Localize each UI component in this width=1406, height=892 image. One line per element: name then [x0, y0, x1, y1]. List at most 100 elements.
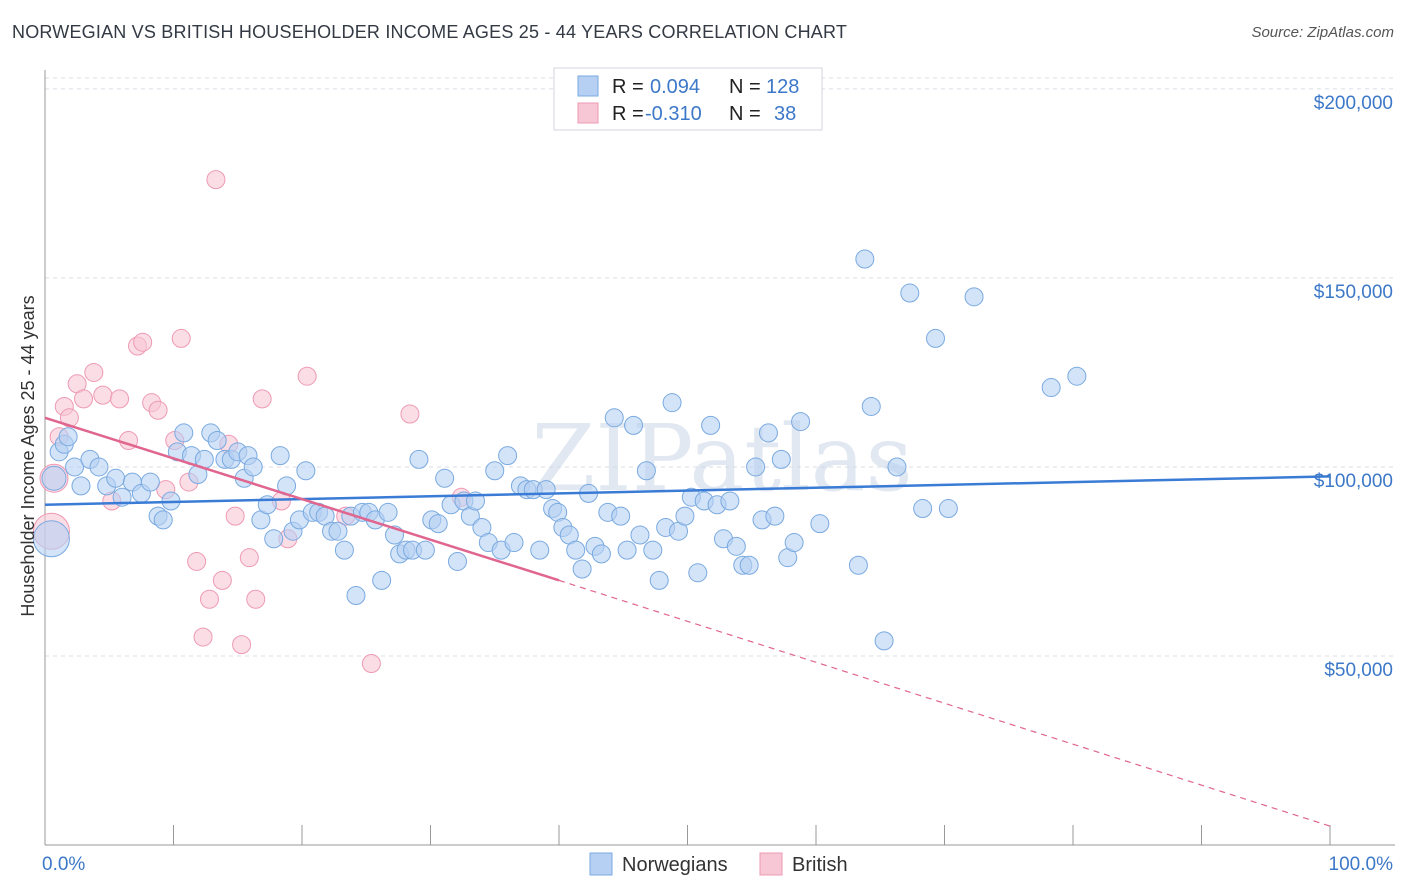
- british-point: [212, 570, 232, 590]
- bottom-legend-swatch-british: [759, 852, 783, 876]
- bottom-legend: Norwegians British: [589, 852, 848, 876]
- norwegian-point: [624, 415, 644, 435]
- norwegian-point: [41, 465, 67, 491]
- x-tick-label-min: 0.0%: [42, 854, 85, 875]
- british-point: [133, 332, 153, 352]
- norwegian-point: [701, 415, 721, 435]
- british-point: [297, 366, 317, 386]
- norwegian-point: [938, 499, 958, 519]
- y-axis-title: Householder Income Ages 25 - 44 years: [18, 295, 38, 616]
- norwegian-point: [726, 536, 746, 556]
- norwegian-point: [65, 457, 85, 477]
- trend-lines: [44, 416, 1331, 827]
- norwegian-point: [739, 555, 759, 575]
- british-point: [199, 589, 219, 609]
- norwegian-point: [675, 506, 695, 526]
- norwegian-point: [153, 510, 173, 530]
- axes: [44, 70, 1395, 846]
- norwegian-point: [926, 328, 946, 348]
- norwegian-point: [720, 491, 740, 511]
- norwegian-point: [504, 533, 524, 553]
- norwegian-point: [89, 457, 109, 477]
- bottom-legend-label-british: British: [792, 854, 848, 876]
- british-point: [187, 551, 207, 571]
- norwegian-point: [791, 412, 811, 432]
- british-point: [206, 170, 226, 190]
- legend-r-value-british: -0.310: [645, 103, 702, 125]
- norwegian-point: [591, 544, 611, 564]
- norwegian-point: [1041, 378, 1061, 398]
- y-tick-label: $50,000: [1324, 660, 1393, 681]
- norwegian-point: [874, 631, 894, 651]
- norwegian-point: [855, 249, 875, 269]
- british-point: [193, 627, 213, 647]
- norwegian-point: [784, 533, 804, 553]
- stats-legend: R = 0.094 N = 128 R = -0.310 N = 38: [553, 67, 823, 131]
- y-tick-label: $150,000: [1314, 282, 1393, 303]
- bottom-legend-label-norwegians: Norwegians: [622, 854, 728, 876]
- norwegian-point: [415, 540, 435, 560]
- norwegian-point: [611, 506, 631, 526]
- norwegian-point: [604, 408, 624, 428]
- british-point: [110, 389, 130, 409]
- norwegian-point: [771, 449, 791, 469]
- norwegian-point: [861, 396, 881, 416]
- norwegian-point: [32, 520, 70, 558]
- british-trend-line: [44, 416, 560, 582]
- legend-n-value-british: 38: [774, 103, 796, 125]
- norwegian-point: [536, 480, 556, 500]
- norwegians-trend-line: [44, 475, 1331, 507]
- legend-swatch-norwegians: [577, 75, 599, 97]
- british-point: [93, 385, 113, 405]
- norwegian-point: [643, 540, 663, 560]
- norwegian-point: [140, 472, 160, 492]
- norwegian-point: [630, 525, 650, 545]
- british-point: [171, 328, 191, 348]
- bottom-legend-swatch-norwegians: [589, 852, 613, 876]
- legend-n-label-2: N =: [729, 103, 761, 125]
- british-point: [239, 548, 259, 568]
- norwegian-point: [964, 287, 984, 307]
- norwegian-point: [649, 570, 669, 590]
- norwegian-point: [848, 555, 868, 575]
- british-point: [400, 404, 420, 424]
- norwegian-point: [296, 461, 316, 481]
- norwegian-point: [617, 540, 637, 560]
- legend-swatch-british: [577, 102, 599, 124]
- tick-labels: $50,000 $100,000 $150,000 $200,000 0.0% 100.0…: [42, 93, 1393, 875]
- norwegian-point: [810, 514, 830, 534]
- norwegian-point: [1067, 366, 1087, 386]
- norwegian-points: [32, 249, 1087, 651]
- norwegian-point: [435, 468, 455, 488]
- chart-title: NORWEGIAN VS BRITISH HOUSEHOLDER INCOME …: [12, 22, 848, 42]
- norwegian-point: [887, 457, 907, 477]
- british-point: [246, 589, 266, 609]
- norwegian-point: [758, 423, 778, 443]
- norwegian-point: [346, 585, 366, 605]
- norwegian-point: [900, 283, 920, 303]
- norwegian-point: [688, 563, 708, 583]
- norwegian-point: [334, 540, 354, 560]
- norwegian-point: [264, 529, 284, 549]
- norwegian-point: [409, 449, 429, 469]
- norwegian-point: [566, 540, 586, 560]
- norwegian-point: [257, 495, 277, 515]
- norwegian-point: [765, 506, 785, 526]
- legend-r-label-2: R =: [612, 103, 644, 125]
- norwegian-point: [485, 461, 505, 481]
- norwegian-point: [174, 423, 194, 443]
- norwegian-point: [572, 559, 592, 579]
- norwegian-point: [112, 487, 132, 507]
- chart-source: Source: ZipAtlas.com: [1251, 24, 1394, 41]
- british-trend-extension: [558, 579, 1331, 827]
- legend-n-value-norwegians: 128: [766, 76, 799, 98]
- legend-n-label-1: N =: [729, 76, 761, 98]
- y-tick-label: $200,000: [1314, 93, 1393, 114]
- norwegian-point: [662, 393, 682, 413]
- british-point: [84, 362, 104, 382]
- y-tick-label: $100,000: [1314, 471, 1393, 492]
- norwegian-point: [428, 514, 448, 534]
- legend-r-label-1: R =: [612, 76, 644, 98]
- x-tick-label-max: 100.0%: [1329, 854, 1394, 875]
- norwegian-point: [530, 540, 550, 560]
